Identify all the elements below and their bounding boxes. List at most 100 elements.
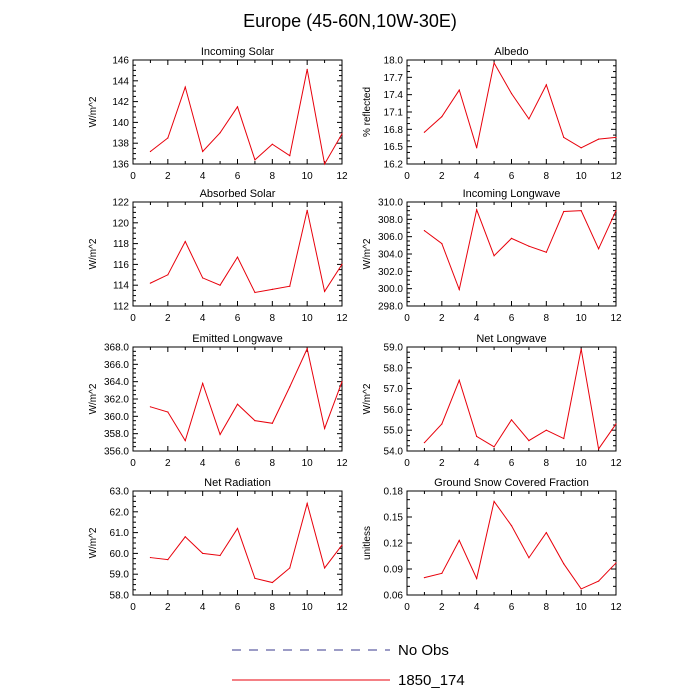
data-point [306, 209, 308, 211]
series-line-1850_174 [150, 347, 343, 442]
panel-7: Net Radiation 0 2 4 6 8 10 12 58.0 59.0 60.0 61.0 62… [88, 477, 348, 613]
data-point [545, 429, 547, 431]
y-tick-label: 144 [112, 76, 129, 87]
y-axis-label: W/m^2 [88, 96, 99, 127]
data-point [149, 406, 152, 408]
data-point [254, 291, 256, 294]
x-tick-label: 0 [404, 313, 410, 324]
x-tick-label: 2 [439, 171, 445, 182]
data-point [271, 422, 273, 424]
data-point [476, 435, 478, 438]
x-tick-label: 12 [610, 602, 622, 613]
y-tick-label: 304.0 [378, 250, 403, 261]
y-tick-label: 298.0 [378, 302, 403, 313]
data-point [597, 580, 600, 582]
x-tick-label: 10 [576, 313, 588, 324]
x-tick-label: 6 [509, 313, 515, 324]
panel-1: Incoming Solar 0 2 4 6 8 10 12 136 138 140 142 144 14… [88, 46, 348, 182]
data-point [271, 143, 273, 145]
y-tick-label: 0.15 [384, 513, 404, 524]
data-point [563, 437, 565, 440]
data-point [184, 86, 186, 88]
y-tick-label: 302.0 [378, 267, 403, 278]
y-tick-label: 112 [113, 302, 129, 313]
data-point [219, 433, 221, 436]
data-point [341, 544, 343, 546]
data-point [545, 84, 547, 86]
data-point [423, 442, 426, 444]
y-axis-label: W/m^2 [88, 238, 99, 269]
x-tick-label: 6 [509, 171, 515, 182]
y-tick-label: 60.0 [110, 549, 130, 560]
data-point [323, 427, 326, 430]
panel-2: Albedo 0 2 4 6 8 10 12 16.2 16.5 16.8 17.1 17.4 17.7 1… [362, 46, 622, 182]
y-axis-label: unitless [362, 526, 373, 560]
x-tick-label: 10 [576, 171, 588, 182]
x-tick-label: 6 [509, 458, 515, 469]
plot-frame [406, 346, 617, 452]
y-tick-label: 310.0 [378, 198, 403, 209]
panel-8: Ground Snow Covered Fraction 0 2 4 6 8 10 12 0.0… [362, 477, 622, 613]
data-point [306, 68, 308, 70]
data-point [528, 118, 530, 120]
data-point [441, 243, 443, 245]
data-point [289, 386, 291, 388]
x-tick-label: 8 [544, 313, 550, 324]
x-tick-label: 12 [610, 458, 622, 469]
data-point [510, 525, 513, 527]
x-tick-label: 12 [610, 313, 622, 324]
x-tick-label: 10 [576, 602, 588, 613]
data-point [458, 539, 460, 542]
data-point [236, 256, 239, 258]
y-axis-label: W/m^2 [362, 238, 373, 269]
y-tick-label: 368.0 [104, 343, 129, 354]
data-point [545, 532, 547, 534]
x-tick-label: 8 [544, 602, 550, 613]
data-point [493, 446, 495, 448]
data-point [254, 420, 256, 422]
data-point [458, 89, 460, 91]
data-point [580, 348, 582, 350]
y-tick-label: 0.18 [384, 487, 404, 498]
y-tick-label: 362.0 [104, 395, 129, 406]
data-point [219, 284, 221, 286]
series-line-1850_174 [424, 348, 617, 451]
data-point [184, 440, 186, 442]
data-point [219, 132, 221, 134]
data-point [202, 277, 204, 279]
data-point [236, 106, 239, 108]
data-point [306, 348, 308, 350]
data-point [289, 155, 291, 157]
x-tick-label: 4 [200, 458, 206, 469]
series-line-1850_174 [424, 500, 617, 590]
data-point [236, 403, 239, 405]
data-point [167, 274, 169, 276]
x-tick-label: 4 [474, 458, 480, 469]
y-tick-label: 59.0 [384, 343, 404, 354]
data-point [167, 411, 169, 413]
y-tick-label: 54.0 [384, 447, 404, 458]
data-point [528, 440, 530, 442]
y-tick-label: 120 [112, 218, 129, 229]
x-tick-label: 10 [302, 171, 314, 182]
x-tick-label: 8 [270, 171, 276, 182]
y-tick-label: 114 [113, 281, 129, 292]
x-tick-label: 0 [404, 458, 410, 469]
data-point [493, 500, 495, 502]
y-tick-label: 59.0 [110, 570, 130, 581]
plot-frame [406, 490, 617, 596]
y-tick-label: 0.06 [384, 591, 404, 602]
data-point [493, 255, 495, 257]
y-axis-label: W/m^2 [88, 527, 99, 558]
data-point [289, 285, 291, 287]
panel-title: Net Longwave [476, 333, 546, 345]
data-point [563, 210, 565, 213]
y-tick-label: 308.0 [378, 215, 403, 226]
x-tick-label: 0 [130, 602, 136, 613]
panels: Incoming Solar 0 2 4 6 8 10 12 136 138 140 142 144 14… [88, 46, 622, 613]
y-tick-label: 17.4 [384, 90, 404, 101]
data-point [184, 240, 186, 243]
y-tick-label: 18.0 [384, 56, 404, 67]
data-point [476, 577, 478, 580]
x-tick-label: 10 [302, 313, 314, 324]
